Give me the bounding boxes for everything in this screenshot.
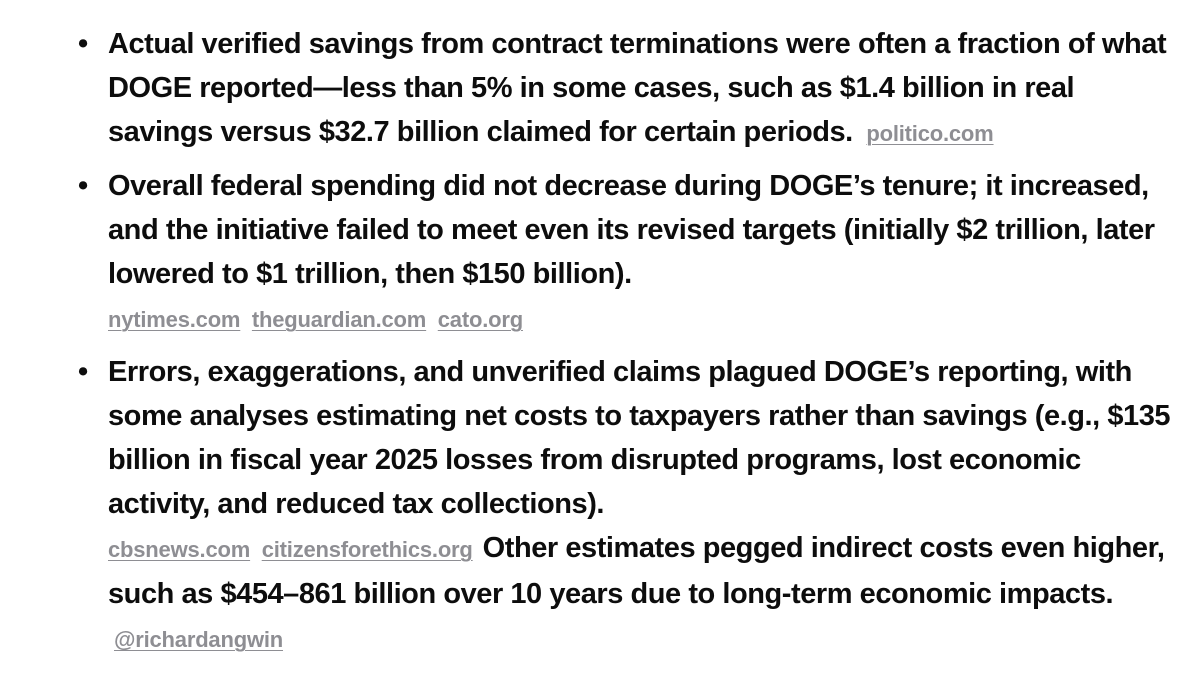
sources-line: nytimes.com theguardian.com cato.org <box>108 296 1182 342</box>
bullet-dot: • <box>78 170 88 202</box>
source-link-cato[interactable]: cato.org <box>437 307 523 332</box>
source-link-richardangwin[interactable]: @richardangwin <box>114 627 284 652</box>
source-link-nytimes[interactable]: nytimes.com <box>108 307 241 332</box>
bullet-dot: • <box>78 28 88 60</box>
bullet-text: Overall federal spending did not decreas… <box>108 170 1155 290</box>
source-link-citizensforethics[interactable]: citizensforethics.org <box>261 537 473 562</box>
source-link-politico[interactable]: politico.com <box>866 121 994 146</box>
bullet-dot: • <box>78 356 88 388</box>
source-link-theguardian[interactable]: theguardian.com <box>251 307 427 332</box>
source-link-cbsnews[interactable]: cbsnews.com <box>108 537 251 562</box>
sources-line: cbsnews.com citizensforethics.org Other e… <box>108 526 1182 662</box>
bullet-list: • Actual verified savings from contract … <box>72 22 1182 670</box>
bullet-text: Actual verified savings from contract te… <box>108 28 1167 148</box>
list-item: • Actual verified savings from contract … <box>72 22 1182 156</box>
list-item: • Overall federal spending did not decre… <box>72 164 1182 342</box>
bullet-text: Errors, exaggerations, and unverified cl… <box>108 356 1171 520</box>
list-item: • Errors, exaggerations, and unverified … <box>72 350 1182 662</box>
continuation-text: Other estimates pegged indirect costs ev… <box>108 532 1165 610</box>
